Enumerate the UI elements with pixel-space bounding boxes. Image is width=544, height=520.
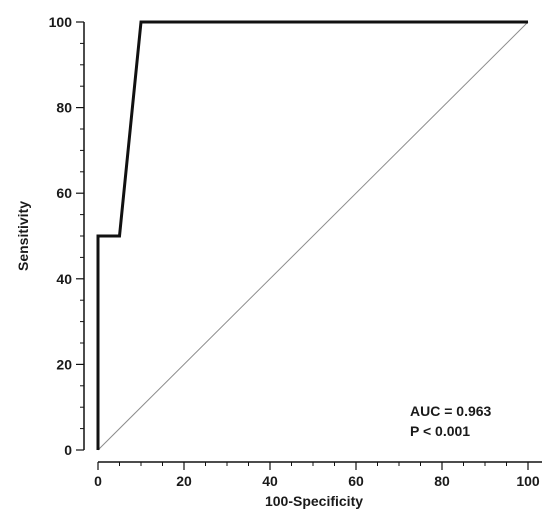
series-layer (96, 20, 529, 451)
reference-diagonal-line (97, 21, 529, 451)
y-tick-label: 0 (64, 442, 72, 458)
x-tick-label: 0 (94, 473, 102, 489)
x-axis-label: 100-Specificity (265, 493, 363, 509)
y-tick-label: 60 (56, 185, 72, 201)
x-tick-label: 40 (262, 473, 278, 489)
y-tick-label: 20 (56, 356, 72, 372)
x-tick-label: 80 (434, 473, 450, 489)
tick-labels: 0 20 40 60 80 100 0 20 40 60 80 100 (49, 14, 540, 489)
p-value-annotation: P < 0.001 (410, 423, 470, 439)
y-axis-label: Sensitivity (15, 201, 31, 271)
x-tick-label: 20 (176, 473, 192, 489)
auc-annotation: AUC = 0.963 (410, 403, 492, 419)
y-tick-label: 80 (56, 100, 72, 116)
ticks (76, 21, 529, 470)
roc-curve (96, 20, 528, 450)
y-tick-label: 40 (56, 271, 72, 287)
x-tick-label: 60 (348, 473, 364, 489)
x-tick-label: 100 (516, 473, 540, 489)
y-tick-label: 100 (49, 14, 73, 30)
